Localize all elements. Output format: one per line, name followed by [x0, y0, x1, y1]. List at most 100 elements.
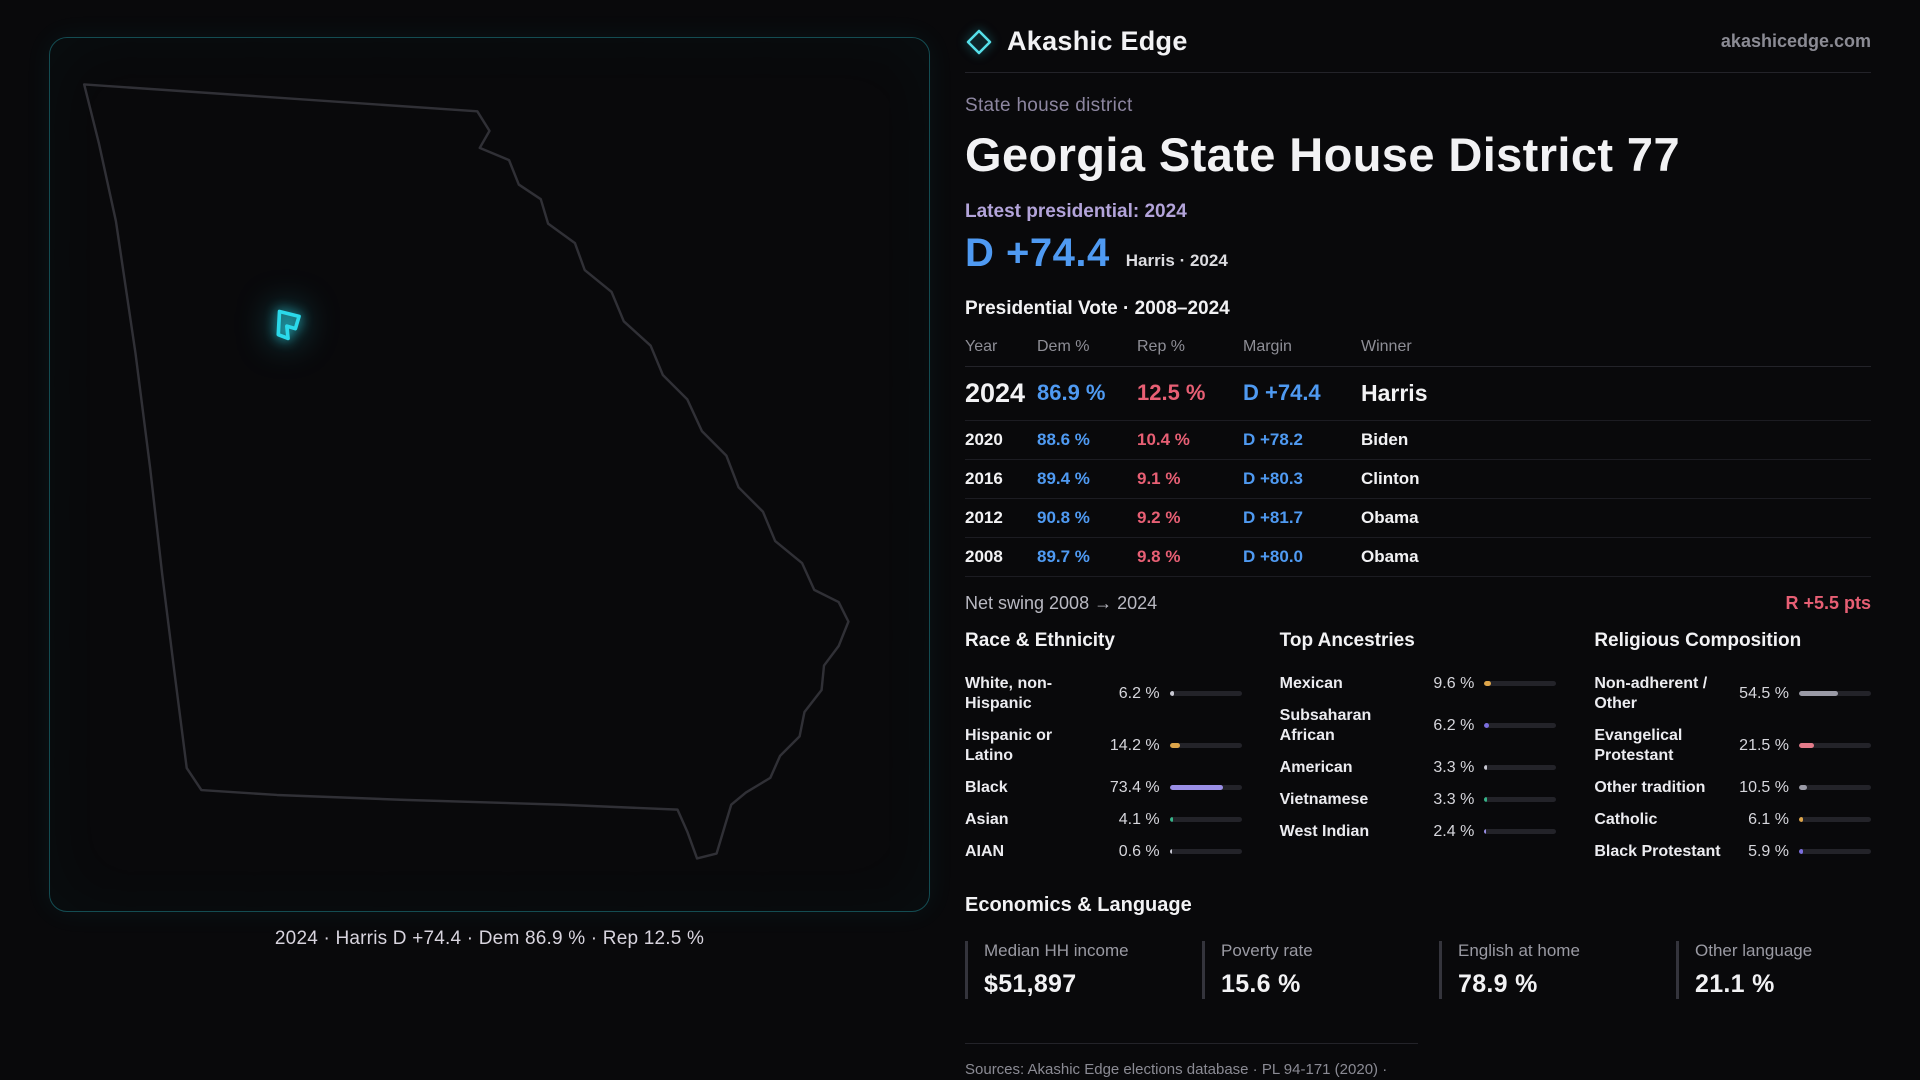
demo-value: 73.4 %	[1109, 778, 1160, 796]
vote-winner: Biden	[1361, 420, 1871, 460]
demo-row: Black Protestant 5.9 %	[1594, 836, 1871, 868]
vote-dem: 90.8 %	[1037, 498, 1137, 538]
stat-value: 21.1 %	[1695, 969, 1775, 998]
demo-bar-fill	[1798, 849, 1804, 855]
demo-bar	[1484, 829, 1557, 835]
footer: Sources: Akashic Edge elections database…	[965, 1042, 1418, 1080]
demo-value: 6.2 %	[1433, 716, 1475, 734]
net-swing-label: Net swing 2008 → 2024	[965, 592, 1158, 613]
demo-value: 6.2 %	[1118, 684, 1160, 702]
section-title: Top Ancestries	[1279, 629, 1415, 651]
demo-bar	[1484, 797, 1557, 803]
vote-winner: Obama	[1361, 537, 1871, 577]
col-header-margin: Margin	[1243, 329, 1361, 367]
demo-value: 0.6 %	[1118, 842, 1160, 860]
vote-year: 2024	[965, 366, 1037, 421]
section-title: Religious Composition	[1594, 629, 1802, 651]
demo-bar	[1798, 785, 1871, 791]
district-map-panel	[49, 37, 930, 912]
demo-row: Hispanic or Latino 14.2 %	[965, 720, 1242, 772]
header: Akashic Edge akashicedge.com	[965, 26, 1871, 73]
stat-other-language: Other language 21.1 %	[1676, 940, 1871, 999]
demo-value: 6.1 %	[1748, 810, 1789, 828]
demo-bar-fill	[1484, 681, 1492, 687]
demo-label: American	[1279, 758, 1353, 776]
vote-margin: D +78.2	[1243, 420, 1361, 460]
demo-value: 3.3 %	[1433, 758, 1475, 776]
demo-label: Evangelical Protestant	[1594, 726, 1683, 764]
demo-label: West Indian	[1279, 822, 1370, 840]
demo-bar	[1169, 817, 1242, 823]
presidential-vote-table: Year Dem % Rep % Margin Winner 2024 86.9…	[965, 329, 1871, 577]
net-swing-value: R +5.5 pts	[1785, 592, 1871, 613]
vote-dem: 86.9 %	[1037, 366, 1137, 421]
demo-label: Vietnamese	[1279, 790, 1369, 808]
headline-candidate: Harris · 2024	[1125, 250, 1228, 270]
demo-row: Catholic 6.1 %	[1594, 804, 1871, 836]
demo-value: 3.3 %	[1433, 790, 1475, 808]
demo-bar-fill	[1169, 743, 1180, 749]
vote-margin: D +80.3	[1243, 459, 1361, 499]
demo-value: 5.9 %	[1748, 842, 1789, 860]
vote-margin: D +74.4	[1243, 366, 1361, 421]
demo-label: Other tradition	[1594, 778, 1706, 796]
demo-bar-fill	[1484, 797, 1487, 803]
map-caption: 2024 · Harris D +74.4 · Dem 86.9 % · Rep…	[274, 928, 705, 949]
stat-value: 15.6 %	[1221, 969, 1301, 998]
demo-row: Asian 4.1 %	[965, 804, 1242, 836]
district-77-highlight	[276, 309, 301, 341]
sources-text: Sources: Akashic Edge elections database…	[965, 1060, 1388, 1080]
religion-section: Religious Composition Non-adherent / Oth…	[1594, 630, 1871, 868]
col-header-dem: Dem %	[1037, 329, 1137, 367]
vote-table-title: Presidential Vote · 2008–2024	[965, 297, 1230, 319]
stat-label: Median HH income	[984, 940, 1129, 960]
demo-row: Mexican 9.6 %	[1280, 668, 1557, 700]
vote-row: 2016 89.4 % 9.1 % D +80.3 Clinton	[965, 459, 1871, 499]
brand-name: Akashic Edge	[1007, 26, 1188, 56]
demo-bar-fill	[1169, 691, 1175, 697]
district-type-label: State house district	[965, 95, 1133, 116]
demo-bar-fill	[1484, 723, 1489, 729]
economics-stats: Median HH income $51,897 Poverty rate 15…	[965, 940, 1871, 999]
demo-value: 2.4 %	[1433, 822, 1475, 840]
demo-row: West Indian 2.4 %	[1280, 816, 1557, 848]
vote-year: 2016	[965, 459, 1037, 499]
demo-bar-fill	[1169, 785, 1223, 791]
vote-rep: 12.5 %	[1137, 366, 1243, 421]
economics-section-title: Economics & Language	[965, 893, 1192, 916]
demo-bar	[1798, 691, 1871, 697]
vote-winner: Obama	[1361, 498, 1871, 538]
demo-row: Vietnamese 3.3 %	[1280, 784, 1557, 816]
demo-bar-fill	[1484, 765, 1487, 771]
vote-row: 2008 89.7 % 9.8 % D +80.0 Obama	[965, 537, 1871, 577]
demo-bar	[1798, 743, 1871, 749]
demo-row: Black 73.4 %	[965, 772, 1242, 804]
stat-label: Other language	[1695, 940, 1813, 960]
vote-rep: 9.8 %	[1137, 537, 1243, 577]
demo-bar-fill	[1798, 691, 1839, 697]
col-header-rep: Rep %	[1137, 329, 1243, 367]
vote-year: 2008	[965, 537, 1037, 577]
demo-bar-fill	[1798, 743, 1815, 749]
demo-label: Catholic	[1594, 810, 1658, 828]
vote-header-row: Year Dem % Rep % Margin Winner	[965, 329, 1871, 367]
vote-year: 2012	[965, 498, 1037, 538]
vote-rep: 10.4 %	[1137, 420, 1243, 460]
demo-row: Other tradition 10.5 %	[1594, 772, 1871, 804]
demo-row: Non-adherent / Other 54.5 %	[1594, 668, 1871, 720]
headline: D +74.4 Harris · 2024	[965, 231, 1871, 276]
latest-election-label: Latest presidential: 2024	[965, 200, 1187, 222]
vote-winner: Clinton	[1361, 459, 1871, 499]
demo-value: 14.2 %	[1109, 736, 1160, 754]
demo-bar-fill	[1169, 849, 1172, 855]
demo-bar	[1798, 817, 1871, 823]
demo-label: Hispanic or Latino	[965, 726, 1053, 764]
ancestries-section: Top Ancestries Mexican 9.6 % Subsaharan …	[1280, 630, 1557, 868]
stat-label: English at home	[1458, 940, 1580, 960]
demo-bar-fill	[1798, 785, 1807, 791]
stat-value: $51,897	[984, 969, 1077, 998]
stat-poverty-rate: Poverty rate 15.6 %	[1202, 940, 1397, 999]
site-link[interactable]: akashicedge.com	[1720, 31, 1871, 51]
vote-dem: 89.7 %	[1037, 537, 1137, 577]
vote-row: 2012 90.8 % 9.2 % D +81.7 Obama	[965, 498, 1871, 538]
